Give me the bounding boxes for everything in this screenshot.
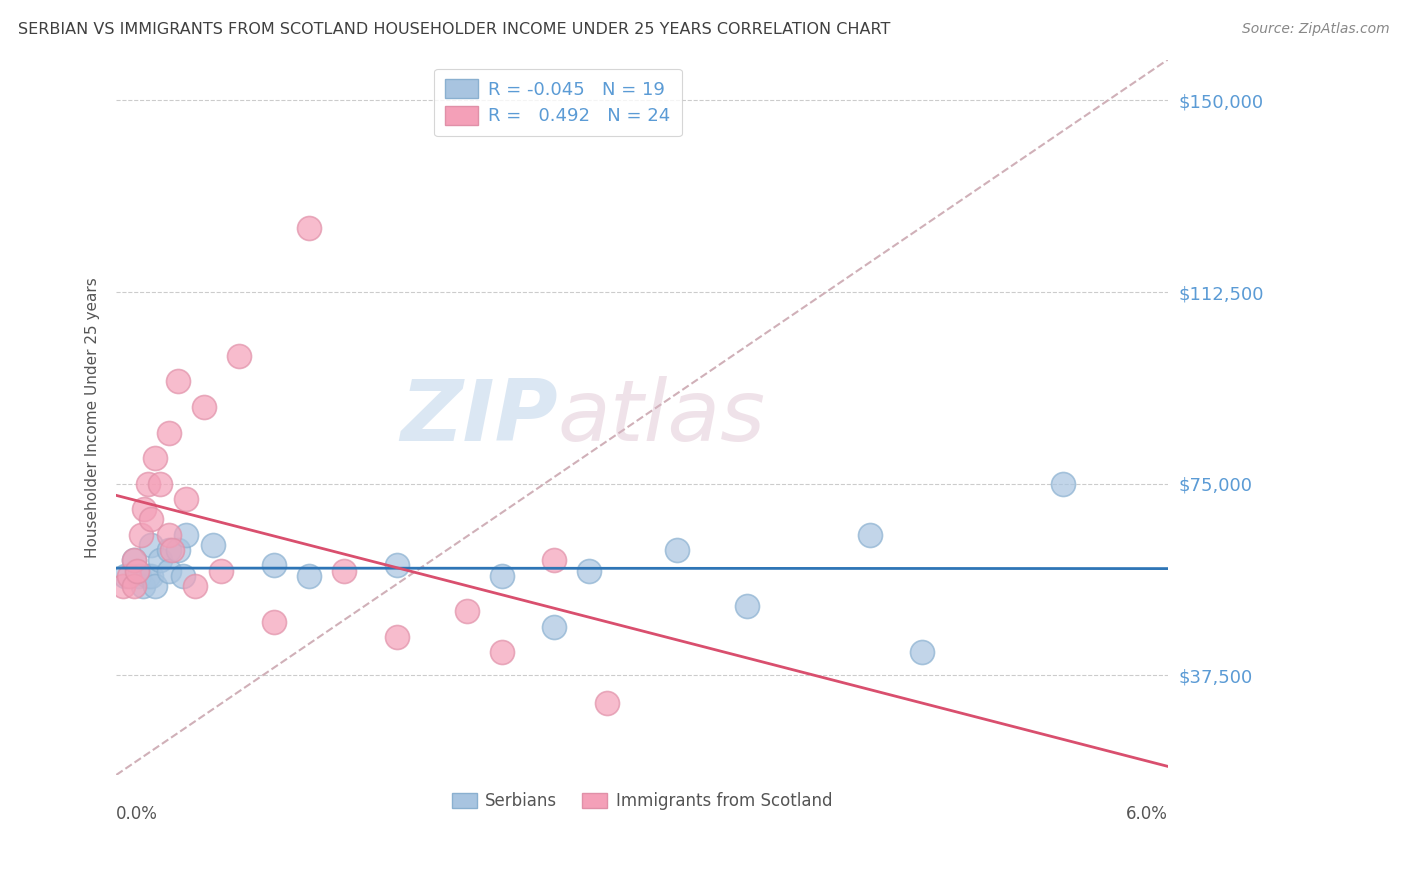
Point	[131, 579, 153, 593]
Point	[543, 620, 565, 634]
Point	[127, 564, 149, 578]
Point	[172, 568, 194, 582]
Point	[385, 630, 408, 644]
Point	[491, 568, 513, 582]
Point	[298, 568, 321, 582]
Point	[157, 425, 180, 440]
Point	[149, 553, 172, 567]
Legend: Serbians, Immigrants from Scotland: Serbians, Immigrants from Scotland	[446, 785, 839, 817]
Point	[735, 599, 758, 614]
Point	[122, 553, 145, 567]
Point	[122, 553, 145, 567]
Point	[157, 528, 180, 542]
Point	[385, 558, 408, 573]
Text: 0.0%: 0.0%	[117, 805, 157, 823]
Point	[184, 579, 207, 593]
Point	[666, 543, 689, 558]
Text: Source: ZipAtlas.com: Source: ZipAtlas.com	[1241, 22, 1389, 37]
Point	[143, 579, 166, 593]
Point	[112, 579, 135, 593]
Text: atlas: atlas	[558, 376, 766, 458]
Point	[543, 553, 565, 567]
Point	[122, 579, 145, 593]
Point	[136, 568, 159, 582]
Point	[1052, 476, 1074, 491]
Point	[117, 568, 139, 582]
Point	[141, 568, 163, 582]
Point	[149, 476, 172, 491]
Point	[166, 375, 188, 389]
Point	[114, 568, 136, 582]
Point	[859, 528, 882, 542]
Point	[201, 538, 224, 552]
Point	[456, 604, 478, 618]
Point	[134, 502, 156, 516]
Point	[263, 558, 285, 573]
Point	[141, 512, 163, 526]
Point	[141, 538, 163, 552]
Point	[578, 564, 600, 578]
Point	[143, 451, 166, 466]
Point	[162, 543, 184, 558]
Point	[166, 543, 188, 558]
Point	[157, 543, 180, 558]
Point	[193, 400, 215, 414]
Point	[136, 476, 159, 491]
Text: ZIP: ZIP	[401, 376, 558, 458]
Point	[129, 528, 152, 542]
Point	[333, 564, 356, 578]
Point	[209, 564, 232, 578]
Point	[157, 564, 180, 578]
Point	[176, 491, 198, 506]
Text: 6.0%: 6.0%	[1126, 805, 1168, 823]
Point	[263, 615, 285, 629]
Point	[128, 568, 150, 582]
Y-axis label: Householder Income Under 25 years: Householder Income Under 25 years	[86, 277, 100, 558]
Point	[491, 645, 513, 659]
Point	[176, 528, 198, 542]
Point	[911, 645, 934, 659]
Text: SERBIAN VS IMMIGRANTS FROM SCOTLAND HOUSEHOLDER INCOME UNDER 25 YEARS CORRELATIO: SERBIAN VS IMMIGRANTS FROM SCOTLAND HOUS…	[18, 22, 890, 37]
Point	[596, 697, 619, 711]
Point	[298, 221, 321, 235]
Point	[228, 349, 250, 363]
